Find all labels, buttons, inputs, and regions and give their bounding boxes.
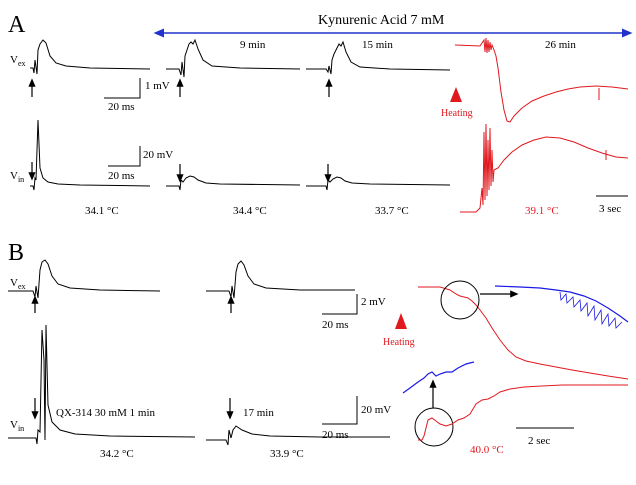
heating-label-b: Heating [383, 337, 415, 348]
time-label-15min: 15 min [362, 39, 393, 51]
vin-trace-9min [166, 175, 301, 191]
zoom-circle-bottom [414, 407, 454, 447]
heating-marker [450, 87, 462, 102]
vin-trace-b-heating [418, 384, 628, 441]
vin-label: Vin [10, 419, 24, 433]
scale-1-amplitude: 1 mV [145, 80, 170, 92]
temp-b-heating: 40.0 °C [470, 444, 504, 456]
vex-zoom-noise [559, 291, 623, 329]
scale-2-amplitude: 20 mV [143, 149, 173, 161]
temp-15min: 33.7 °C [375, 205, 409, 217]
scale-b3-time: 2 sec [528, 435, 550, 447]
vex-trace-heating [454, 37, 629, 123]
scale-bar-b1 [322, 294, 358, 315]
vex-zoom-trace [494, 285, 629, 323]
vin-zoom-trace [402, 361, 475, 394]
vex-trace-b-heating [418, 286, 629, 380]
scale-bar-2 [108, 146, 141, 167]
vex-label: Vex [10, 277, 26, 291]
heating-label: Heating [441, 108, 473, 119]
vin-trace-15min [306, 176, 451, 191]
temp-heating: 39.1 °C [525, 205, 559, 217]
scale-bar-1 [104, 78, 141, 99]
vin-trace-control [30, 119, 151, 191]
qx314-label: QX-314 30 mM 1 min [56, 407, 156, 419]
scale-bar-b2 [322, 396, 358, 425]
vex-trace-15min [306, 40, 451, 75]
vex-trace-control [30, 39, 151, 75]
scale-3-time: 3 sec [599, 203, 621, 215]
vex-label: Vex [10, 54, 26, 68]
temp-b-control: 34.2 °C [100, 448, 134, 460]
time-label-9min: 9 min [240, 39, 266, 51]
scale-b1-amplitude: 2 mV [361, 296, 386, 308]
panel-b-letter: B [8, 240, 24, 266]
zoom-circle-top [440, 280, 480, 320]
vex-trace-b-17min [206, 260, 355, 299]
scale-1-time: 20 ms [108, 101, 135, 113]
drug-label: Kynurenic Acid 7 mM [318, 13, 445, 28]
time-label-26min: 26 min [545, 39, 576, 51]
scale-b2-time: 20 ms [322, 429, 349, 441]
temp-9min: 34.4 °C [233, 205, 267, 217]
vin-trace-b-control [8, 324, 196, 445]
panel-a-letter: A [8, 12, 26, 38]
vin-trace-heating [460, 123, 629, 213]
temp-b-17min: 33.9 °C [270, 448, 304, 460]
scale-b2-amplitude: 20 mV [361, 404, 391, 416]
vin-trace-b-17min [206, 425, 390, 446]
time-label-17min: 17 min [243, 407, 274, 419]
scale-2-time: 20 ms [108, 170, 135, 182]
vex-trace-b-control [8, 259, 161, 299]
vin-label: Vin [10, 170, 24, 184]
vex-trace-9min [166, 38, 301, 78]
temp-control: 34.1 °C [85, 205, 119, 217]
scale-b1-time: 20 ms [322, 319, 349, 331]
heating-marker [395, 313, 407, 329]
